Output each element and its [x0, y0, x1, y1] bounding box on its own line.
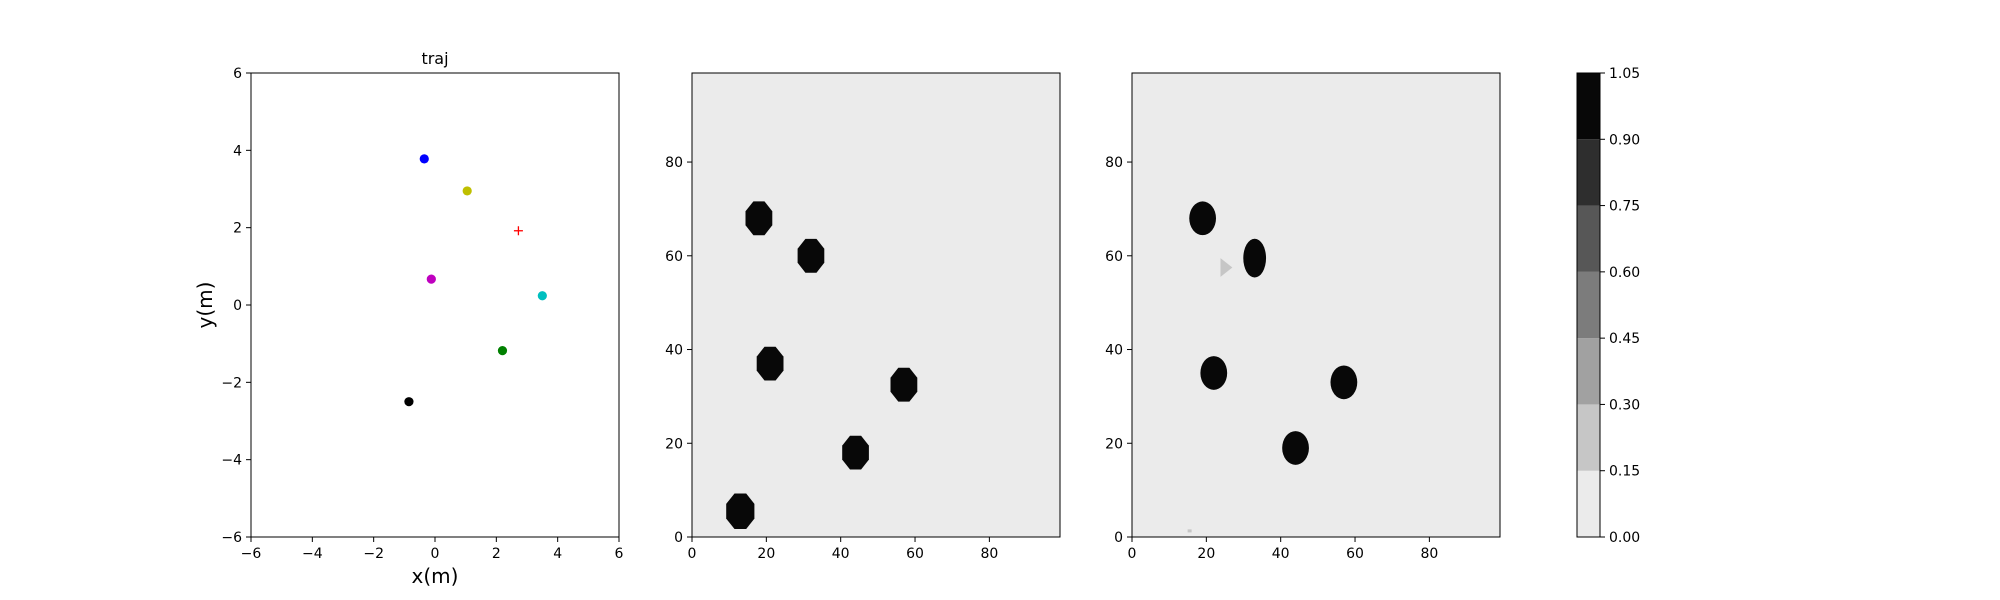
heatmap-background	[1132, 73, 1500, 537]
y-tick-label: −2	[221, 375, 242, 391]
x-tick-label: −6	[241, 546, 262, 562]
colorbar-frame	[1576, 72, 1601, 538]
obstacle-blob	[745, 201, 773, 236]
x-tick-label: 40	[832, 546, 850, 562]
scatter-point	[419, 154, 429, 164]
small-mark	[1187, 529, 1192, 533]
x-tick-label: 2	[492, 546, 501, 562]
x-tick-label: 40	[1272, 546, 1290, 562]
x-tick-label: 0	[431, 546, 440, 562]
obstacle-blob	[1330, 365, 1358, 400]
colorbar-tick-label: 0.45	[1609, 331, 1640, 347]
colorbar-panel: 0.00 0.15 0.30 0.45 0.60 0.75 0.90 1.05	[1576, 66, 1640, 546]
x-tick-label: 4	[553, 546, 562, 562]
y-tick-label: 60	[1105, 249, 1123, 265]
scatter-point	[426, 274, 436, 284]
colorbar-tick-label: 0.15	[1609, 464, 1640, 480]
colorbar-tick-label: 0.30	[1609, 397, 1640, 413]
obstacle-blob	[1282, 431, 1309, 465]
x-tick-label: 60	[1346, 546, 1364, 562]
y-tick-label: 0	[233, 298, 242, 314]
axes-frame	[250, 72, 620, 538]
colorbar-band	[1577, 73, 1600, 140]
scatter-point	[537, 291, 547, 301]
x-tick-label: −2	[363, 546, 384, 562]
y-tick-label: 0	[1114, 530, 1123, 546]
obstacle-blob	[797, 238, 825, 273]
x-axis-label: x(m)	[412, 564, 459, 588]
y-tick-label: 80	[1105, 155, 1123, 171]
scatter-point	[404, 397, 414, 407]
obstacle-blob	[1243, 238, 1267, 278]
x-tick-label: 80	[980, 546, 998, 562]
obstacle-blob	[726, 493, 755, 529]
y-tick-label: −4	[221, 453, 242, 469]
x-tick-label: 20	[757, 546, 775, 562]
colorbar-band	[1577, 338, 1600, 405]
y-tick-label: 4	[233, 143, 242, 159]
scatter-point	[462, 186, 472, 196]
y-tick-label: 20	[665, 436, 683, 452]
y-tick-label: 40	[1105, 343, 1123, 359]
x-tick-label: 6	[615, 546, 624, 562]
colorbar-band	[1577, 470, 1600, 537]
x-tick-label: −4	[302, 546, 323, 562]
colorbar-tick-label: 1.05	[1609, 66, 1640, 82]
x-tick-label: 20	[1197, 546, 1215, 562]
trajectory-panel: −6 −4 −2 0 2 4 6 −6 −4 −2 0 2 4 6 traj x(m) y(m)	[193, 49, 624, 588]
y-tick-label: 40	[665, 343, 683, 359]
x-tick-label: 0	[1128, 546, 1137, 562]
obstacle-blob	[890, 367, 918, 402]
y-tick-label: −6	[221, 530, 242, 546]
colorbar-band	[1577, 404, 1600, 471]
heatmap-background	[692, 73, 1060, 537]
obstacle-blob	[1200, 356, 1228, 390]
predicted-map-panel: 0 20 40 60 80 0 20 40 60 80	[1105, 72, 1501, 562]
obstacle-blob	[756, 346, 784, 381]
colorbar-band	[1577, 205, 1600, 272]
y-tick-label: 80	[665, 155, 683, 171]
chart-title: traj	[421, 49, 448, 68]
x-tick-label: 60	[906, 546, 924, 562]
axes-frame	[691, 72, 1061, 538]
colorbar-tick-label: 0.90	[1609, 132, 1640, 148]
colorbar-tick-label: 0.75	[1609, 199, 1640, 215]
y-tick-label: 0	[674, 530, 683, 546]
agent-marker	[1220, 258, 1233, 277]
axes-frame	[1131, 72, 1501, 538]
y-axis-label: y(m)	[193, 282, 217, 329]
x-tick-label: 80	[1420, 546, 1438, 562]
colorbar-tick-label: 0.00	[1609, 530, 1640, 546]
x-tick-label: 0	[688, 546, 697, 562]
occupancy-map-panel: 0 20 40 60 80 0 20 40 60 80	[665, 72, 1061, 562]
scatter-point	[497, 346, 508, 356]
colorbar-tick-label: 0.60	[1609, 265, 1640, 281]
y-tick-label: 2	[233, 221, 242, 237]
y-tick-label: 20	[1105, 436, 1123, 452]
colorbar-band	[1577, 139, 1600, 206]
y-tick-label: 60	[665, 249, 683, 265]
colorbar-band	[1577, 271, 1600, 339]
y-tick-label: 6	[233, 66, 242, 82]
obstacle-blob	[1189, 201, 1217, 236]
obstacle-blob	[842, 435, 869, 470]
